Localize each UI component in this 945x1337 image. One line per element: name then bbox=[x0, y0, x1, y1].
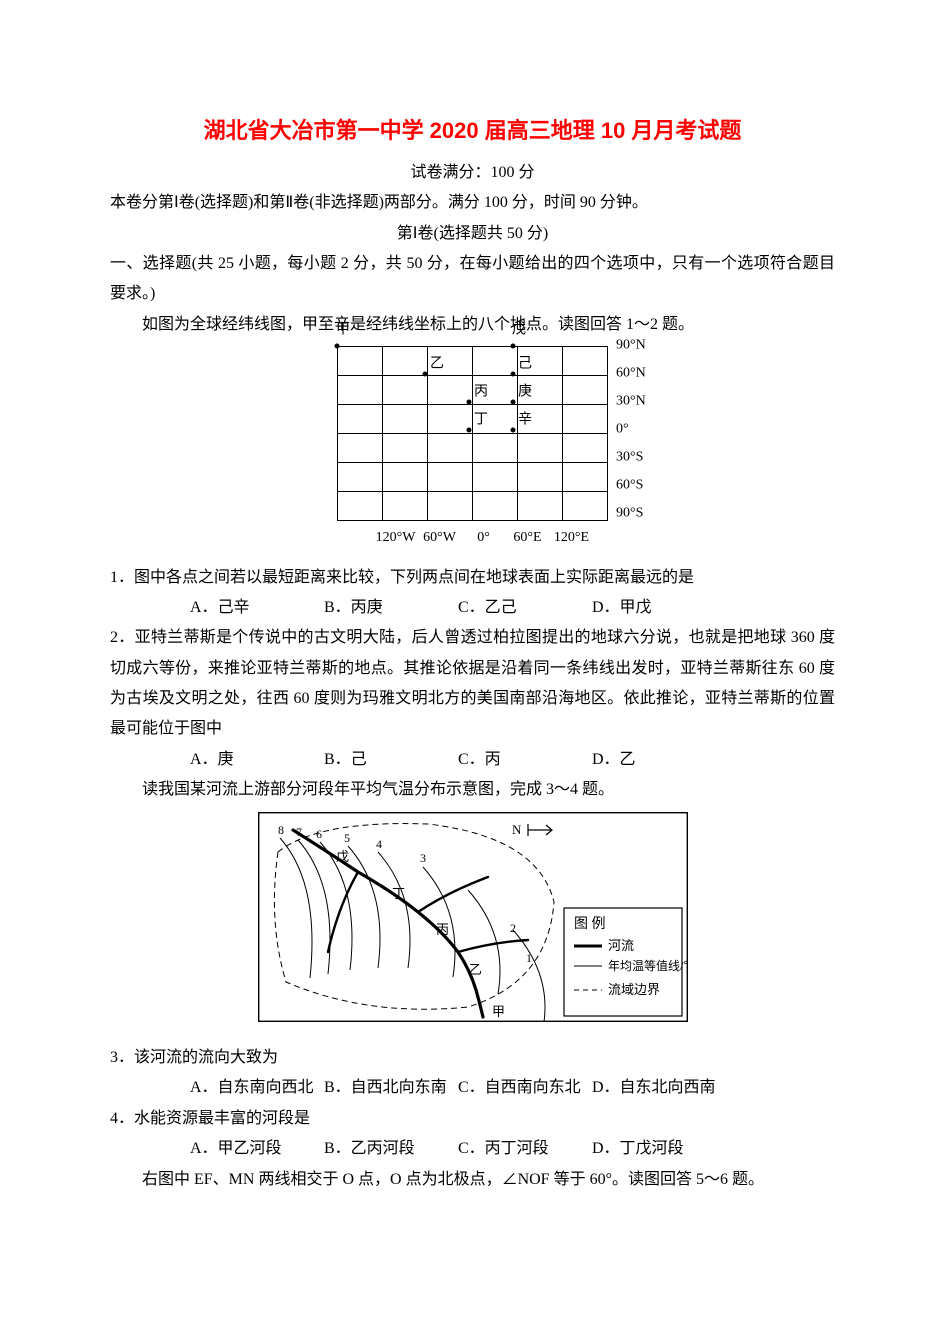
figure-2-svg: 876 5 4 3 2 1 甲 乙 丙 丁 戊 N 图 例河流年均温等值线/℃ 流域边界 bbox=[258, 812, 688, 1022]
fig1-point-dot bbox=[423, 372, 428, 377]
svg-text:3: 3 bbox=[420, 851, 426, 865]
exam-page: 湖北省大冶市第一中学 2020 届高三地理 10 月月考试题 试卷满分：100 … bbox=[0, 0, 945, 1337]
q1-opt-d: D．甲戊 bbox=[592, 593, 722, 623]
q2-opt-b: B．己 bbox=[324, 745, 454, 775]
q2-opt-c: C．丙 bbox=[458, 745, 588, 775]
q3-opt-a: A．自东南向西北 bbox=[190, 1073, 320, 1103]
q2-options: A．庚 B．己 C．丙 D．乙 bbox=[110, 745, 835, 775]
figure-1-latlon-grid: 90°N60°N30°N0°30°S60°S90°S120°W60°W0°60°… bbox=[337, 346, 608, 552]
fig1-point-dot bbox=[467, 400, 472, 405]
fig1-lon-label: 120°E bbox=[550, 525, 594, 552]
fig1-point-label: 辛 bbox=[518, 408, 532, 435]
fig1-lat-label: 90°S bbox=[616, 501, 643, 528]
svg-text:2: 2 bbox=[510, 921, 516, 935]
q2-opt-d: D．乙 bbox=[592, 745, 722, 775]
svg-text:N: N bbox=[512, 822, 522, 837]
svg-text:丙: 丙 bbox=[436, 922, 449, 937]
q1-options: A．己辛 B．丙庚 C．乙己 D．甲戊 bbox=[110, 593, 835, 623]
svg-text:流域边界: 流域边界 bbox=[608, 982, 660, 997]
exam-title: 湖北省大冶市第一中学 2020 届高三地理 10 月月考试题 bbox=[110, 110, 835, 152]
full-score-line: 试卷满分：100 分 bbox=[110, 158, 835, 188]
q4-opt-d: D．丁戊河段 bbox=[592, 1134, 722, 1164]
fig1-point-label: 己 bbox=[518, 352, 532, 379]
fig1-lat-label: 30°S bbox=[616, 445, 643, 472]
fig1-lat-label: 30°N bbox=[616, 389, 646, 416]
q2-opt-a: A．庚 bbox=[190, 745, 320, 775]
fig1-point-label: 丙 bbox=[474, 380, 488, 407]
part1-header: 第Ⅰ卷(选择题共 50 分) bbox=[110, 219, 835, 249]
fig1-point-dot bbox=[511, 344, 516, 349]
svg-text:4: 4 bbox=[376, 837, 382, 851]
svg-text:5: 5 bbox=[344, 831, 350, 845]
svg-text:6: 6 bbox=[316, 827, 322, 841]
svg-text:8: 8 bbox=[278, 823, 284, 837]
fig1-lat-label: 60°N bbox=[616, 361, 646, 388]
fig1-lon-label: 60°W bbox=[418, 525, 462, 552]
svg-text:戊: 戊 bbox=[336, 849, 349, 864]
q3-stem: 3．该河流的流向大致为 bbox=[110, 1043, 835, 1073]
figure-2-wrap: 876 5 4 3 2 1 甲 乙 丙 丁 戊 N 图 例河流年均温等值线/℃ 流域边界 bbox=[110, 812, 835, 1033]
svg-text:图 例: 图 例 bbox=[574, 916, 606, 932]
q1-opt-a: A．己辛 bbox=[190, 593, 320, 623]
section1-instructions: 一、选择题(共 25 小题，每小题 2 分，共 50 分，在每小题给出的四个选项… bbox=[110, 249, 835, 310]
fig1-point-label: 丁 bbox=[474, 408, 488, 435]
figure-1-wrap: 90°N60°N30°N0°30°S60°S90°S120°W60°W0°60°… bbox=[110, 346, 835, 552]
q1-stem: 1．图中各点之间若以最短距离来比较，下列两点间在地球表面上实际距离最远的是 bbox=[110, 563, 835, 593]
fig1-lon-label: 60°E bbox=[506, 525, 550, 552]
svg-text:乙: 乙 bbox=[469, 962, 482, 977]
stem-3-4-intro: 读我国某河流上游部分河段年平均气温分布示意图，完成 3～4 题。 bbox=[110, 775, 835, 805]
stem-5-6-intro: 右图中 EF、MN 两线相交于 O 点，O 点为北极点，∠NOF 等于 60°。… bbox=[110, 1165, 835, 1195]
stem-1-2-intro: 如图为全球经纬线图，甲至辛是经纬线坐标上的八个地点。读图回答 1～2 题。 bbox=[110, 310, 835, 340]
fig1-point-dot bbox=[511, 372, 516, 377]
structure-line: 本卷分第Ⅰ卷(选择题)和第Ⅱ卷(非选择题)两部分。满分 100 分，时间 90 … bbox=[110, 188, 835, 218]
fig1-point-dot bbox=[511, 400, 516, 405]
fig1-lat-label: 90°N bbox=[616, 333, 646, 360]
q4-options: A．甲乙河段 B．乙丙河段 C．丙丁河段 D．丁戊河段 bbox=[110, 1134, 835, 1164]
fig1-point-dot bbox=[467, 428, 472, 433]
q3-opt-d: D．自东北向西南 bbox=[592, 1073, 722, 1103]
q4-opt-a: A．甲乙河段 bbox=[190, 1134, 320, 1164]
svg-text:河流: 河流 bbox=[608, 938, 634, 953]
fig1-lat-label: 0° bbox=[616, 417, 629, 444]
fig1-lon-label: 120°W bbox=[374, 525, 418, 552]
q1-opt-b: B．丙庚 bbox=[324, 593, 454, 623]
q3-opt-b: B．自西北向东南 bbox=[324, 1073, 454, 1103]
q4-stem: 4．水能资源最丰富的河段是 bbox=[110, 1104, 835, 1134]
q3-options: A．自东南向西北 B．自西北向东南 C．自西南向东北 D．自东北向西南 bbox=[110, 1073, 835, 1103]
fig1-point-label: 庚 bbox=[518, 380, 532, 407]
fig1-point-dot bbox=[335, 344, 340, 349]
svg-text:甲: 甲 bbox=[492, 1004, 505, 1019]
q3-opt-c: C．自西南向东北 bbox=[458, 1073, 588, 1103]
fig1-point-label: 乙 bbox=[430, 352, 444, 379]
svg-text:丁: 丁 bbox=[392, 886, 405, 901]
q4-opt-b: B．乙丙河段 bbox=[324, 1134, 454, 1164]
q1-opt-c: C．乙己 bbox=[458, 593, 588, 623]
fig1-point-label: 甲 bbox=[336, 318, 350, 345]
fig1-lon-label: 0° bbox=[462, 525, 506, 552]
q4-opt-c: C．丙丁河段 bbox=[458, 1134, 588, 1164]
q2-stem: 2．亚特兰蒂斯是个传说中的古文明大陆，后人曾透过柏拉图提出的地球六分说，也就是把… bbox=[110, 623, 835, 745]
svg-text:7: 7 bbox=[296, 825, 302, 839]
fig1-point-label: 戊 bbox=[512, 318, 526, 345]
fig1-point-dot bbox=[511, 428, 516, 433]
fig1-lat-label: 60°S bbox=[616, 473, 643, 500]
figure-2-river-map: 876 5 4 3 2 1 甲 乙 丙 丁 戊 N 图 例河流年均温等值线/℃ 流域边界 bbox=[258, 812, 688, 1033]
svg-text:1: 1 bbox=[526, 951, 532, 965]
svg-text:年均温等值线/℃: 年均温等值线/℃ bbox=[608, 958, 688, 973]
